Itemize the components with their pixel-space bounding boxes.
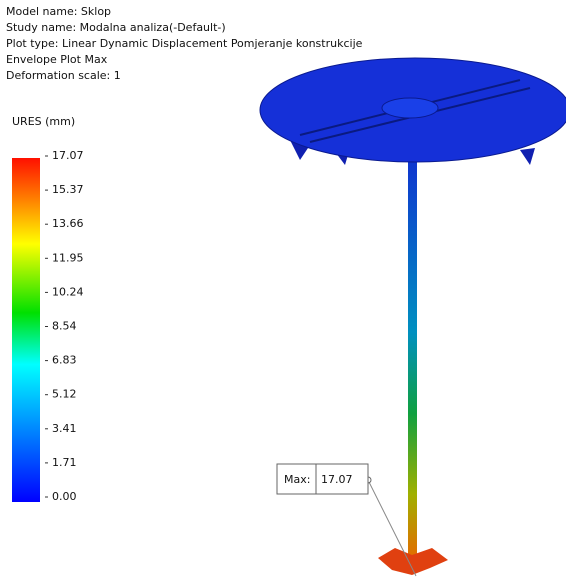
hub (382, 98, 438, 118)
tick-label: 6.83 (52, 354, 77, 367)
page: Model name: Sklop Study name: Modalna ana… (0, 0, 566, 581)
max-label: Max: (284, 473, 310, 486)
max-value: 17.07 (321, 473, 353, 486)
tick-label: 17.07 (52, 149, 84, 162)
legend-ticks: 17.07 15.37 13.66 11.95 10.24 8.54 6.83 5.12 3.4… (45, 149, 84, 503)
tick-label: 15.37 (52, 183, 84, 196)
color-bar (12, 158, 40, 502)
tick-label: 0.00 (52, 490, 77, 503)
tick-label: 1.71 (52, 456, 77, 469)
legend-title: URES (mm) (12, 115, 75, 128)
tick-label: 13.66 (52, 217, 84, 230)
tick-label: 3.41 (52, 422, 77, 435)
header-line: Study name: Modalna analiza(-Default-) (6, 21, 226, 34)
tick-label: 11.95 (52, 251, 84, 264)
tick-label: 5.12 (52, 388, 77, 401)
header-line: Envelope Plot Max (6, 53, 108, 66)
header-line: Model name: Sklop (6, 5, 111, 18)
header-line: Deformation scale: 1 (6, 69, 121, 82)
screenshot: Model name: Sklop Study name: Modalna ana… (0, 0, 566, 581)
tick-label: 10.24 (52, 285, 84, 298)
shaft (408, 150, 417, 555)
header: Model name: Sklop Study name: Modalna ana… (6, 5, 363, 82)
header-line: Plot type: Linear Dynamic Displacement P… (6, 37, 363, 50)
tick-label: 8.54 (52, 320, 77, 333)
